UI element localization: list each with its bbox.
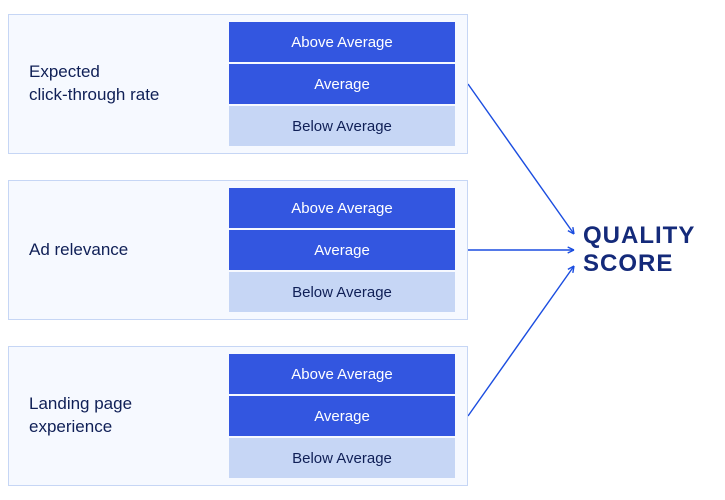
diagram-stage: QUALITY SCORE Expectedclick-through rate… [0, 0, 725, 500]
level-chip: Above Average [229, 188, 455, 228]
result-label: QUALITY SCORE [583, 222, 695, 277]
level-chip: Below Average [229, 106, 455, 146]
factor-box: Ad relevanceAbove AverageAverageBelow Av… [8, 180, 468, 320]
level-chip: Below Average [229, 272, 455, 312]
factor-title: Landing pageexperience [9, 393, 229, 439]
levels-container: Above AverageAverageBelow Average [229, 22, 467, 146]
level-chip: Above Average [229, 22, 455, 62]
factor-box: Landing pageexperienceAbove AverageAvera… [8, 346, 468, 486]
level-chip: Average [229, 230, 455, 270]
factor-box: Expectedclick-through rateAbove AverageA… [8, 14, 468, 154]
level-chip: Above Average [229, 354, 455, 394]
factor-title: Ad relevance [9, 239, 229, 262]
factor-title: Expectedclick-through rate [9, 61, 229, 107]
levels-container: Above AverageAverageBelow Average [229, 188, 467, 312]
levels-container: Above AverageAverageBelow Average [229, 354, 467, 478]
level-chip: Below Average [229, 438, 455, 478]
result-line-2: SCORE [583, 250, 695, 278]
result-line-1: QUALITY [583, 222, 695, 250]
level-chip: Average [229, 396, 455, 436]
level-chip: Average [229, 64, 455, 104]
